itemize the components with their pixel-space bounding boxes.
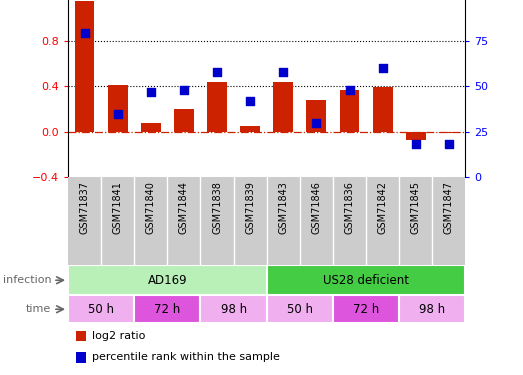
Point (345, 87, 354, 93)
Bar (406, 132, 426, 140)
Bar (399, 295, 465, 323)
Text: GSM71843: GSM71843 (278, 181, 288, 234)
Text: 50 h: 50 h (287, 303, 313, 316)
Point (81, 30, 89, 36)
Bar (108, 85, 128, 132)
Point (412, 141, 420, 147)
Bar (174, 109, 194, 132)
Bar (200, 295, 267, 323)
Text: GSM71842: GSM71842 (378, 181, 388, 234)
Text: GSM71844: GSM71844 (179, 181, 189, 234)
Text: GSM71838: GSM71838 (212, 181, 222, 234)
Bar (75, 1, 95, 132)
Point (312, 120, 321, 126)
Text: 72 h: 72 h (154, 303, 180, 316)
Bar (373, 87, 393, 132)
Text: 50 h: 50 h (88, 303, 114, 316)
Bar (333, 295, 399, 323)
Bar (76, 352, 86, 363)
Text: GSM71841: GSM71841 (112, 181, 123, 234)
Text: GSM71836: GSM71836 (345, 181, 355, 234)
Bar (267, 295, 333, 323)
Text: GSM71845: GSM71845 (411, 181, 421, 234)
Bar (76, 331, 86, 342)
Text: percentile rank within the sample: percentile rank within the sample (92, 352, 280, 362)
Point (180, 87, 188, 93)
Bar (134, 295, 200, 323)
Bar (439, 132, 459, 133)
Bar (240, 126, 260, 132)
Bar (68, 265, 267, 295)
Text: GSM71839: GSM71839 (245, 181, 255, 234)
Bar (339, 90, 359, 132)
Point (445, 141, 453, 147)
Text: infection: infection (3, 275, 51, 285)
Text: GSM71837: GSM71837 (79, 181, 89, 234)
Text: log2 ratio: log2 ratio (92, 331, 145, 341)
Bar (306, 100, 326, 132)
Point (213, 69, 221, 75)
Bar (267, 265, 465, 295)
Text: 98 h: 98 h (419, 303, 446, 316)
Text: GSM71840: GSM71840 (146, 181, 156, 234)
Text: time: time (26, 304, 51, 314)
Point (146, 89, 155, 95)
Point (113, 111, 122, 117)
Bar (207, 82, 227, 132)
Text: 98 h: 98 h (221, 303, 247, 316)
Text: GSM71847: GSM71847 (444, 181, 454, 234)
Text: AD169: AD169 (147, 274, 187, 287)
Point (379, 65, 387, 71)
Text: US28 deficient: US28 deficient (323, 274, 409, 287)
Bar (68, 295, 134, 323)
Text: 72 h: 72 h (353, 303, 379, 316)
Bar (141, 123, 161, 132)
Bar (274, 82, 293, 132)
Point (246, 98, 254, 104)
Text: GSM71846: GSM71846 (311, 181, 322, 234)
Point (279, 69, 288, 75)
